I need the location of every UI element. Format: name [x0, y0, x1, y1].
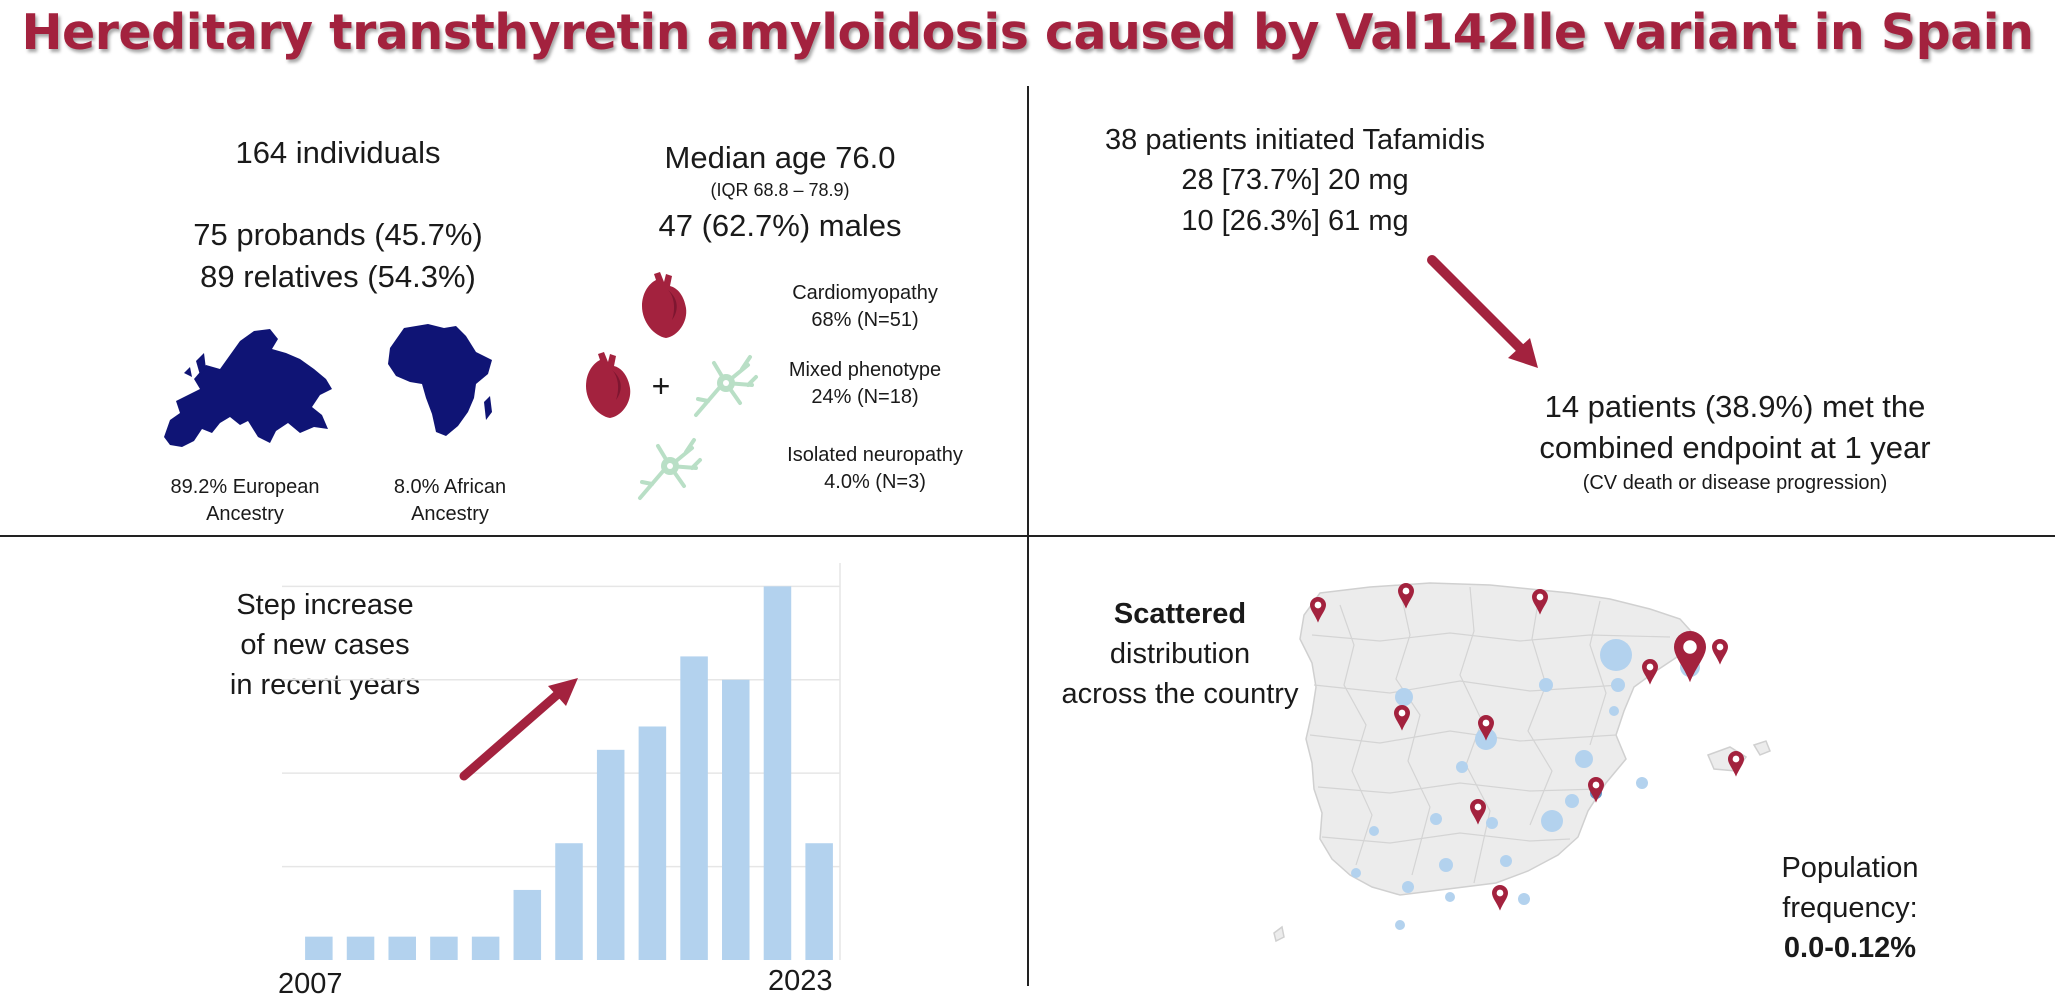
frequency-label: Population — [1781, 852, 1919, 884]
chart-bar — [805, 843, 833, 960]
map-pin-icon — [1478, 715, 1494, 741]
x-start-label: 2007 — [278, 968, 343, 1000]
chart-bar — [638, 726, 667, 960]
chart-bar — [471, 936, 500, 960]
chart-caption-line: of new cases — [240, 629, 410, 661]
european-ancestry: 89.2% European Ancestry — [140, 474, 350, 528]
map-pin-icon — [1728, 751, 1744, 777]
phenotype-cardiomyopathy: Cardiomyopathy 68% (N=51) — [755, 280, 975, 334]
distribution-title: Scattered — [1113, 598, 1247, 630]
individuals-count: 164 individuals — [235, 135, 441, 170]
trend-arrow — [459, 678, 578, 781]
map-pins — [1310, 583, 1744, 911]
neuron-icon — [638, 438, 702, 500]
outcome-note: (CV death or disease progression) — [1582, 472, 1888, 494]
european-percent: 89.2% European — [170, 476, 320, 498]
phenotype-value: 68% (N=51) — [811, 309, 919, 331]
map-pin-icon — [1588, 777, 1604, 803]
chart-bar — [430, 936, 458, 960]
tafamidis-initiated: 38 patients initiated Tafamidis — [1105, 124, 1485, 156]
chart-bar — [513, 889, 542, 960]
plus-sign: + — [651, 368, 671, 404]
chart-bar — [722, 679, 750, 960]
map-pin-icon — [1674, 631, 1706, 683]
outcome-arrow — [1427, 255, 1538, 368]
map-pin-icon — [1532, 589, 1548, 615]
heart-icon — [642, 272, 687, 338]
chart-bar — [388, 936, 416, 960]
map-pin-icon — [1310, 597, 1326, 623]
african-percent: 8.0% African — [393, 476, 507, 498]
page-title: Hereditary transthyretin amyloidosis cau… — [21, 4, 2034, 61]
outcome-line2: combined endpoint at 1 year — [1539, 430, 1931, 465]
chart-bar — [680, 656, 708, 960]
tafamidis-20mg: 28 [73.7%] 20 mg — [1181, 164, 1409, 196]
phenotype-value: 4.0% (N=3) — [824, 471, 926, 493]
phenotype-mixed: Mixed phenotype 24% (N=18) — [755, 357, 975, 411]
african-ancestry: 8.0% African Ancestry — [355, 474, 545, 528]
european-label: Ancestry — [206, 503, 284, 525]
frequency-label: frequency: — [1782, 892, 1918, 924]
population-frequency: Population frequency: 0.0-0.12% — [1720, 848, 1980, 968]
europe-map-icon — [164, 329, 332, 447]
map-pin-icon — [1470, 799, 1486, 825]
chart-caption-line: in recent years — [229, 669, 421, 701]
map-pin-icon — [1394, 705, 1410, 731]
map-pin-icon — [1492, 885, 1508, 911]
x-end-label: 2023 — [768, 965, 833, 997]
phenotype-name: Mixed phenotype — [788, 359, 942, 381]
chart-bar — [763, 586, 792, 960]
map-pin-icon — [1642, 659, 1658, 685]
mixed-heart-icon — [586, 352, 631, 418]
africa-map-icon — [388, 324, 492, 436]
distribution-line: distribution — [1109, 638, 1251, 670]
phenotype-name: Cardiomyopathy — [792, 282, 938, 304]
african-label: Ancestry — [411, 503, 489, 525]
median-age: Median age 76.0 — [664, 140, 896, 175]
distribution-caption: Scattered distribution across the countr… — [1040, 594, 1320, 714]
map-pin-icon — [1712, 639, 1728, 665]
chart-caption: Step increase of new cases in recent yea… — [195, 585, 455, 705]
chart-caption-line: Step increase — [236, 589, 414, 621]
phenotype-name: Isolated neuropathy — [787, 444, 963, 466]
phenotype-value: 24% (N=18) — [811, 386, 919, 408]
distribution-line: across the country — [1061, 678, 1299, 710]
chart-bar — [346, 936, 375, 960]
phenotype-neuropathy: Isolated neuropathy 4.0% (N=3) — [755, 442, 995, 496]
horizontal-divider — [0, 535, 2055, 537]
age-iqr: (IQR 68.8 – 78.9) — [710, 180, 850, 200]
relatives-count: 89 relatives (54.3%) — [200, 259, 476, 294]
chart-bar — [555, 843, 583, 960]
map-pin-icon — [1398, 583, 1414, 609]
chart-bar — [596, 749, 625, 960]
outcome-line1: 14 patients (38.9%) met the — [1544, 389, 1926, 424]
males-count: 47 (62.7%) males — [658, 208, 902, 243]
tafamidis-61mg: 10 [26.3%] 61 mg — [1181, 205, 1409, 237]
chart-bar — [305, 936, 333, 960]
frequency-value: 0.0-0.12% — [1783, 932, 1917, 964]
probands-count: 75 probands (45.7%) — [193, 217, 483, 252]
mixed-neuron-icon — [694, 355, 758, 417]
